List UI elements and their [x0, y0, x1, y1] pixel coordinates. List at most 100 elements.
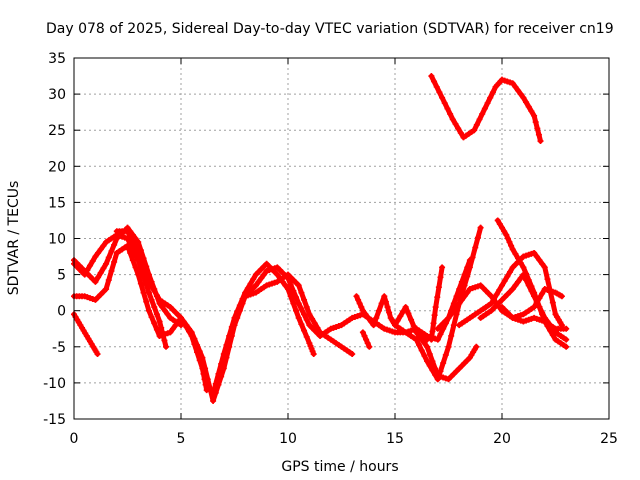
data-point: [476, 116, 483, 123]
data-point: [295, 314, 302, 321]
data-point: [472, 244, 479, 251]
tick-labels: 0 5 10 15 20 25 -15 -10 -5 0 5 10 15 20 25 30 35: [43, 51, 618, 447]
data-point: [499, 282, 505, 289]
data-point: [534, 125, 541, 132]
data-point: [349, 351, 356, 358]
data-point: [484, 100, 491, 107]
data-point: [199, 354, 206, 361]
series-layer: [71, 73, 570, 404]
data-point: [464, 289, 471, 296]
data-point: [234, 308, 241, 315]
data-point: [218, 360, 225, 367]
data-point: [215, 370, 222, 377]
data-point: [461, 293, 468, 300]
data-point: [434, 294, 441, 301]
y-tick-label: 15: [48, 195, 66, 211]
data-point: [148, 314, 155, 321]
data-point: [439, 264, 446, 271]
data-point: [255, 278, 262, 285]
data-point: [489, 89, 496, 96]
data-point: [212, 380, 219, 387]
data-point: [426, 351, 433, 358]
data-point: [517, 91, 524, 98]
data-point: [421, 352, 428, 359]
data-point: [153, 326, 160, 333]
data-point: [220, 351, 227, 358]
data-point: [105, 254, 112, 261]
data-point: [536, 257, 543, 264]
data-point: [449, 116, 456, 123]
data-point: [426, 362, 433, 369]
data-point: [129, 257, 136, 264]
data-point: [440, 360, 447, 367]
data-point: [418, 347, 425, 354]
data-point: [499, 224, 505, 231]
data-point: [178, 314, 184, 321]
x-tick-label: 15: [386, 431, 404, 447]
data-point: [359, 307, 366, 314]
data-point: [515, 87, 522, 94]
data-point: [547, 287, 554, 294]
data-point: [210, 397, 217, 404]
data-point: [370, 322, 377, 329]
data-point: [108, 267, 115, 274]
data-point: [437, 331, 444, 338]
data-point: [539, 260, 546, 267]
data-point: [244, 285, 251, 292]
data-point: [494, 217, 501, 224]
data-point: [135, 239, 142, 246]
data-point: [437, 368, 444, 375]
y-tick-label: 35: [48, 51, 66, 67]
data-point: [515, 255, 522, 262]
data-point: [512, 250, 519, 257]
data-point: [135, 249, 142, 256]
data-point: [100, 242, 107, 249]
data-point: [314, 324, 321, 331]
data-point: [501, 228, 508, 235]
data-point: [563, 343, 570, 350]
data-point: [180, 318, 187, 325]
data-point: [533, 253, 540, 260]
data-point: [464, 264, 471, 271]
data-point: [429, 328, 436, 335]
data-point: [301, 327, 308, 334]
data-point: [100, 265, 107, 272]
data-point: [408, 316, 415, 323]
data-point: [260, 271, 267, 278]
x-tick-label: 20: [493, 431, 511, 447]
data-point: [287, 281, 294, 288]
data-point: [541, 264, 548, 271]
data-point: [515, 278, 522, 285]
data-point: [431, 78, 438, 85]
data-point: [450, 322, 457, 329]
x-tick-label: 25: [600, 431, 618, 447]
data-point: [488, 300, 495, 307]
data-point: [533, 296, 540, 303]
y-tick-label: 0: [57, 304, 66, 320]
data-point: [549, 332, 556, 339]
data-point: [363, 336, 370, 343]
series-track-j: [353, 293, 480, 383]
data-point: [366, 343, 373, 350]
data-point: [432, 371, 439, 378]
data-point: [504, 273, 511, 280]
data-point: [456, 300, 463, 307]
data-point: [127, 233, 134, 240]
data-point: [512, 83, 519, 90]
data-point: [448, 332, 455, 339]
axis-ticks: [73, 57, 610, 420]
data-point: [479, 110, 486, 117]
data-point: [303, 316, 310, 323]
data-point: [306, 311, 313, 318]
data-point: [361, 332, 368, 339]
data-point: [445, 343, 452, 350]
data-point: [87, 262, 94, 269]
y-tick-label: -10: [43, 376, 66, 392]
data-point: [517, 275, 524, 282]
data-point: [103, 260, 110, 267]
data-point: [252, 282, 259, 289]
data-point: [439, 94, 446, 101]
data-point: [164, 311, 171, 318]
data-point: [435, 284, 442, 291]
series-track-g: [210, 260, 317, 397]
